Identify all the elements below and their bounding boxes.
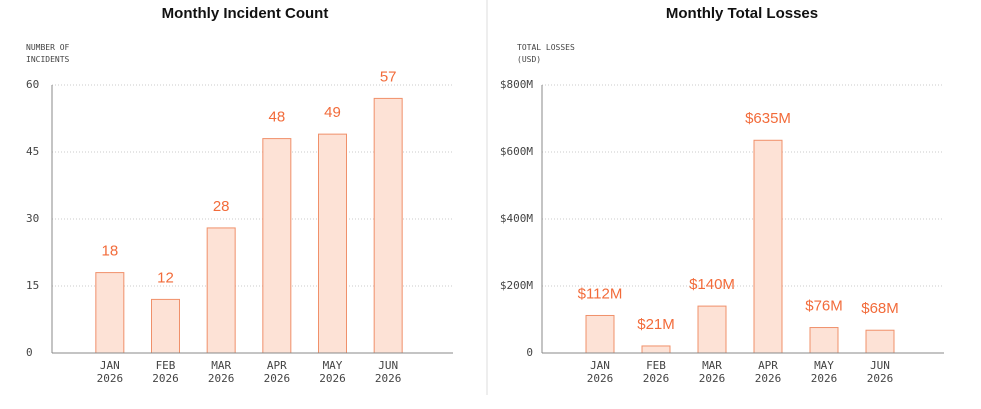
bar bbox=[809, 327, 839, 354]
y-axis-label: NUMBER OF INCIDENTS bbox=[26, 43, 70, 64]
x-tick-label: APR 2026 bbox=[264, 359, 291, 385]
value-label: $76M bbox=[805, 298, 843, 315]
x-tick-label: FEB 2026 bbox=[152, 359, 179, 385]
bar bbox=[95, 272, 125, 354]
y-tick-label: $200M bbox=[500, 279, 533, 292]
y-tick-label: 15 bbox=[26, 279, 39, 292]
chart-title: Monthly Total Losses bbox=[666, 5, 818, 22]
y-tick-label: $800M bbox=[500, 78, 533, 91]
y-tick-label: $400M bbox=[500, 212, 533, 225]
bar bbox=[262, 138, 292, 354]
value-label: $112M bbox=[578, 285, 623, 302]
value-label: $21M bbox=[637, 316, 675, 333]
y-tick-label: $600M bbox=[500, 145, 533, 158]
x-tick-label: MAR 2026 bbox=[208, 359, 235, 385]
x-tick-label: FEB 2026 bbox=[643, 359, 670, 385]
bar bbox=[373, 97, 403, 354]
y-tick-label: 45 bbox=[26, 145, 39, 158]
value-label: 28 bbox=[213, 198, 230, 215]
bar bbox=[318, 133, 347, 354]
value-label: 18 bbox=[101, 243, 118, 260]
bar bbox=[641, 345, 671, 354]
y-tick-label: 60 bbox=[26, 78, 39, 91]
value-label: $140M bbox=[689, 276, 735, 293]
value-label: 57 bbox=[380, 68, 397, 85]
x-tick-label: JAN 2026 bbox=[97, 359, 124, 385]
value-label: 48 bbox=[268, 109, 285, 126]
bar bbox=[697, 305, 727, 354]
x-tick-label: JAN 2026 bbox=[587, 359, 614, 385]
bar bbox=[585, 314, 615, 354]
bar bbox=[206, 227, 236, 354]
bar bbox=[151, 298, 180, 354]
value-label: $68M bbox=[861, 300, 899, 317]
value-label: 49 bbox=[324, 104, 341, 121]
bar bbox=[865, 329, 895, 354]
y-tick-label: 0 bbox=[26, 346, 33, 359]
value-label: $635M bbox=[745, 110, 791, 127]
x-tick-label: MAY 2026 bbox=[319, 359, 346, 385]
y-axis-label: TOTAL LOSSES (USD) bbox=[517, 43, 575, 64]
y-tick-label: 0 bbox=[526, 346, 533, 359]
x-tick-label: MAR 2026 bbox=[699, 359, 726, 385]
value-label: 12 bbox=[157, 269, 174, 286]
x-tick-label: JUN 2026 bbox=[375, 359, 402, 385]
x-tick-label: MAY 2026 bbox=[811, 359, 838, 385]
bar bbox=[753, 139, 783, 354]
x-tick-label: JUN 2026 bbox=[867, 359, 894, 385]
y-tick-label: 30 bbox=[26, 212, 39, 225]
chart-title: Monthly Incident Count bbox=[162, 5, 329, 22]
x-tick-label: APR 2026 bbox=[755, 359, 782, 385]
